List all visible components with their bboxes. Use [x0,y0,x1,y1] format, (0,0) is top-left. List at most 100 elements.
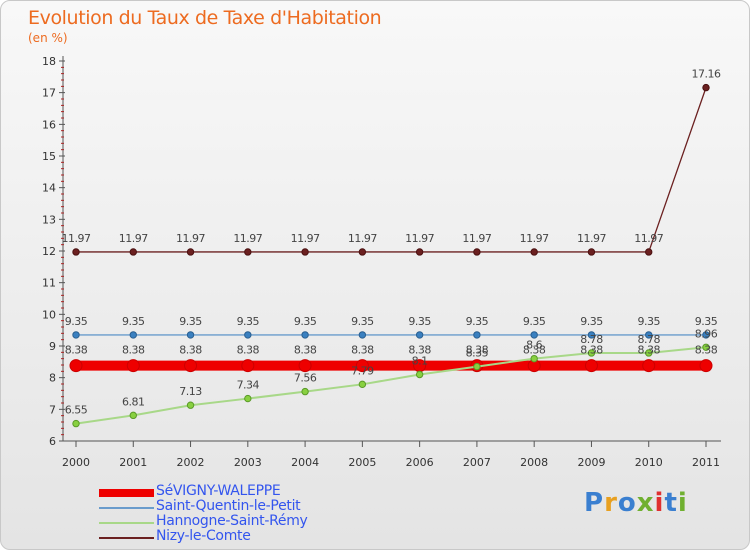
data-point [301,331,309,339]
data-point [244,331,252,339]
data-label: 8.38 [179,344,202,357]
data-point [415,370,424,379]
data-label: 8.1 [412,355,428,368]
data-point [587,349,596,357]
x-tick-label: 2006 [406,456,434,469]
data-point [355,359,369,373]
y-tick-label: 18 [42,55,56,68]
data-point [72,248,80,256]
logo-letter: r [604,488,618,518]
data-point [530,248,538,256]
data-label: 11.97 [176,232,205,245]
data-label: 8.38 [637,344,660,357]
data-label: 8.6 [526,339,542,352]
chart-unit-label: (en %) [28,31,68,45]
data-label: 8.38 [695,344,718,357]
data-point [244,248,252,256]
data-label: 11.97 [634,232,663,245]
data-label: 8.78 [637,333,660,346]
data-label: 11.97 [291,232,320,245]
x-tick-label: 2004 [291,456,319,469]
data-label: 8.38 [65,344,88,357]
data-point [587,331,596,339]
data-label: 8.38 [237,344,260,357]
y-tick-label: 10 [42,308,56,321]
data-point [358,248,367,256]
data-label: 8.38 [466,344,489,357]
data-point [415,331,424,339]
x-tick-label: 2010 [635,456,663,469]
legend-swatch [99,522,154,524]
data-point [72,331,80,339]
x-tick-label: 2002 [177,456,205,469]
legend-label: Hannogne-Saint-Rémy [156,513,308,529]
data-point [645,349,653,357]
y-tick-label: 17 [42,87,56,100]
data-label: 8.78 [580,333,603,346]
data-point [415,248,424,256]
proxiti-logo: Proxiti [584,488,688,518]
data-label: 7.79 [351,364,374,377]
y-tick-label: 15 [42,150,56,163]
data-label: 8.38 [351,344,374,357]
data-point [587,248,596,256]
chart-title: Evolution du Taux de Taxe d'Habitation [28,7,382,29]
data-point [72,419,80,428]
data-label: 9.35 [294,315,317,328]
data-point [699,359,713,373]
data-label: 11.97 [577,232,606,245]
y-tick-label: 13 [42,213,56,226]
y-tick-label: 6 [49,435,56,448]
x-tick-label: 2001 [119,456,147,469]
data-label: 6.81 [122,395,145,408]
data-label: 8.38 [408,344,431,357]
data-label: 8.35 [466,347,489,360]
legend-label: Saint-Quentin-le-Petit [156,498,301,514]
x-tick-label: 2000 [62,456,90,469]
x-tick-label: 2009 [577,456,605,469]
data-point [129,331,137,339]
legend-label: SéVIGNY-WALEPPE [156,483,281,499]
x-tick-label: 2011 [692,456,720,469]
data-label: 9.35 [65,315,88,328]
data-point [530,331,538,339]
data-label: 8.38 [523,344,546,357]
data-label: 7.13 [179,385,202,398]
data-point [186,401,195,409]
data-label: 9.35 [523,315,546,328]
data-label: 11.97 [62,232,91,245]
data-label: 9.35 [122,315,145,328]
data-label: 9.35 [179,315,202,328]
logo-letter: x [636,488,655,518]
data-point [129,411,137,420]
data-label: 9.35 [351,315,374,328]
logo-letter: o [617,488,637,518]
data-label: 11.97 [462,232,491,245]
x-tick-label: 2007 [463,456,491,469]
data-label: 11.97 [405,232,434,245]
logo-letter: t [664,488,678,518]
data-point [473,331,481,339]
data-label: 9.35 [466,315,489,328]
y-tick-label: 14 [42,182,56,195]
data-label: 7.34 [237,379,260,392]
data-label: 6.55 [65,404,88,417]
legend-swatch [99,489,154,497]
data-label: 11.97 [520,232,549,245]
data-point [530,354,538,363]
logo-letter: P [584,488,605,518]
data-label: 8.96 [695,327,718,340]
series-line [76,87,707,253]
y-tick-label: 11 [42,277,56,290]
y-tick-label: 7 [49,403,56,416]
data-point [241,359,255,373]
data-point [69,359,83,373]
data-label: 11.97 [119,232,148,245]
data-label: 7.56 [294,372,317,385]
data-label: 8.38 [122,344,145,357]
data-point [358,380,367,389]
data-label: 9.35 [637,315,660,328]
data-label: 9.35 [237,315,260,328]
